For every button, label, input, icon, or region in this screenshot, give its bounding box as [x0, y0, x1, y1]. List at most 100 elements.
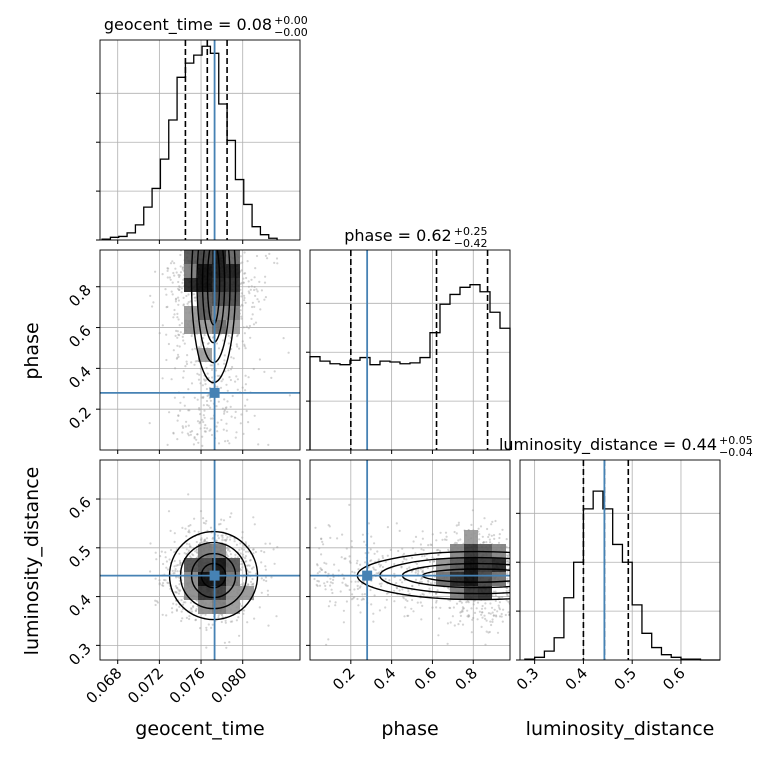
xtick-label-phase: 0.4	[370, 664, 400, 694]
scatter-point	[326, 580, 329, 584]
contour-line	[206, 250, 221, 326]
scatter-point	[414, 578, 418, 581]
scatter-point	[162, 562, 165, 566]
scatter-point	[417, 570, 420, 573]
scatter-point	[421, 555, 424, 558]
scatter-point	[242, 432, 245, 435]
scatter-point	[195, 438, 198, 441]
scatter-point	[403, 558, 406, 561]
scatter-point	[457, 521, 460, 524]
scatter-point	[220, 534, 223, 537]
scatter-point	[247, 550, 250, 553]
scatter-point	[244, 347, 247, 350]
scatter-point	[272, 548, 275, 551]
scatter-point	[241, 536, 244, 539]
scatter-point	[243, 609, 246, 612]
scatter-point	[248, 292, 251, 295]
scatter-point	[207, 623, 210, 626]
scatter-point	[491, 620, 494, 624]
scatter-point	[171, 569, 174, 573]
scatter-point	[448, 606, 451, 609]
scatter-point	[175, 586, 178, 589]
scatter-point	[378, 609, 381, 612]
scatter-point	[449, 621, 452, 624]
density-cell	[492, 558, 506, 572]
scatter-point	[184, 527, 187, 530]
scatter-point	[241, 583, 244, 586]
scatter-point	[398, 589, 401, 592]
scatter-point	[188, 615, 191, 618]
scatter-point	[235, 343, 238, 346]
scatter-point	[176, 353, 180, 356]
scatter-point	[264, 565, 267, 568]
scatter-point	[431, 566, 435, 570]
scatter-point	[158, 579, 161, 582]
scatter-point	[273, 562, 276, 565]
scatter-point	[507, 611, 510, 614]
scatter-point	[433, 581, 436, 584]
scatter-point	[492, 534, 496, 537]
scatter-point	[479, 525, 483, 528]
scatter-point	[369, 548, 372, 551]
density-cell	[492, 544, 506, 558]
2d-panel-geocent-time-vs-phase	[96, 249, 301, 454]
title-plus: +0.00	[274, 14, 308, 27]
scatter-point	[175, 329, 178, 332]
scatter-point	[378, 582, 381, 586]
scatter-point	[329, 577, 332, 580]
scatter-point	[240, 292, 243, 295]
scatter-point	[198, 346, 201, 349]
scatter-point	[369, 588, 372, 592]
density-cell	[226, 278, 240, 292]
scatter-point	[189, 433, 192, 436]
scatter-point	[186, 354, 189, 357]
scatter-point	[226, 389, 229, 392]
scatter-point	[497, 596, 500, 599]
scatter-point	[177, 288, 181, 292]
scatter-point	[240, 269, 243, 272]
ytick-label-phase: 0.6	[65, 322, 95, 352]
scatter-point	[233, 540, 236, 543]
scatter-point	[273, 370, 276, 373]
contours	[190, 250, 237, 384]
scatter-point	[505, 554, 508, 557]
scatter-point	[166, 276, 169, 279]
scatter-point	[473, 611, 477, 615]
scatter-point	[419, 568, 422, 571]
scatter-point	[414, 535, 418, 539]
scatter-point	[187, 293, 190, 296]
scatter-point	[186, 302, 189, 305]
scatter-point	[361, 593, 364, 596]
scatter-point	[182, 266, 185, 269]
xtick-label-phase: 0.8	[451, 664, 481, 694]
scatter-point	[195, 548, 198, 551]
scatter-point	[225, 422, 228, 425]
density-cell	[478, 572, 492, 586]
scatter-point	[498, 606, 501, 609]
scatter-point	[352, 597, 355, 600]
scatter-point	[184, 425, 187, 428]
scatter-point	[242, 548, 245, 551]
scatter-point	[324, 584, 327, 588]
scatter-point	[268, 252, 271, 255]
scatter-point	[359, 563, 362, 566]
scatter-point	[478, 538, 481, 541]
scatter-point	[152, 301, 155, 304]
scatter-point	[470, 523, 473, 527]
scatter-point	[193, 530, 196, 533]
scatter-point	[483, 614, 486, 617]
scatter-point	[275, 615, 278, 618]
scatter-point	[427, 580, 430, 583]
scatter-point	[168, 411, 171, 414]
scatter-point	[457, 523, 460, 527]
scatter-point	[176, 287, 180, 290]
scatter-point	[228, 641, 231, 644]
density-cell	[450, 544, 464, 558]
scatter-point	[500, 615, 503, 618]
scatter-point	[502, 608, 505, 611]
scatter-point	[235, 543, 238, 546]
scatter-point	[270, 576, 273, 579]
scatter-point	[177, 355, 180, 358]
scatter-point	[198, 408, 201, 411]
scatter-point	[506, 572, 509, 575]
